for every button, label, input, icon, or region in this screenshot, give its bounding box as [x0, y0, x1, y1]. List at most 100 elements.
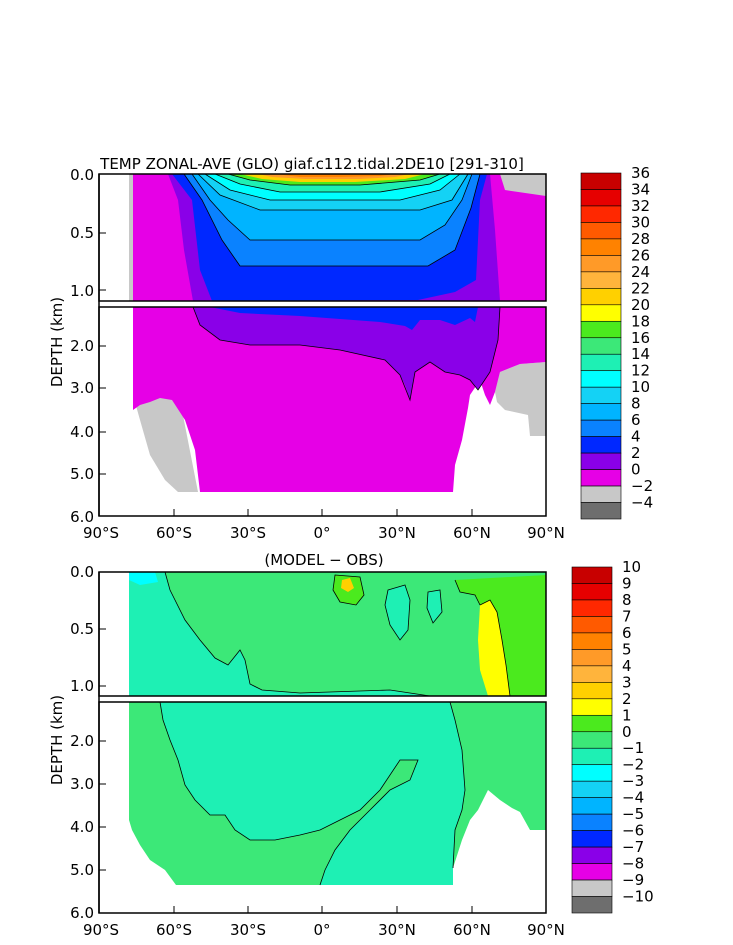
temp-y-label: 6.0 [70, 508, 94, 526]
diff-upper-section [129, 571, 546, 697]
temp-colorbar-swatch [580, 255, 622, 273]
temp-colorbar-label: 10 [631, 378, 650, 396]
diff-y-labels: 0.0 0.5 1.0 2.0 3.0 4.0 5.0 6.0 [70, 563, 94, 922]
diff-colorbar-label: 9 [622, 574, 632, 592]
diff-y-label: 0.5 [70, 620, 94, 638]
temp-colorbar-label: 36 [631, 164, 650, 182]
temp-y-label: 2.0 [70, 337, 94, 355]
diff-colorbar-swatch [571, 863, 613, 881]
diff-x-label: 90°S [83, 921, 119, 939]
diff-colorbar-swatch [571, 583, 613, 601]
diff-colorbar-label: 8 [622, 591, 632, 609]
temp-colorbar-label: −2 [631, 477, 653, 495]
diff-colorbar-label: −1 [622, 739, 644, 757]
diff-colorbar-swatch [571, 649, 613, 667]
temp-colorbar-swatch [580, 304, 622, 322]
temp-y-axis-title: DEPTH (km) [48, 297, 66, 387]
diff-panel-title: (MODEL − OBS) [264, 551, 383, 569]
temp-y-labels: 0.0 0.5 1.0 2.0 3.0 4.0 5.0 6.0 [70, 166, 94, 526]
diff-colorbar-label: −7 [622, 838, 644, 856]
temp-colorbar-swatch [580, 337, 622, 355]
diff-x-ticks [173, 906, 473, 913]
diff-colorbar-label: 4 [622, 657, 632, 675]
diff-colorbar-swatch [571, 764, 613, 782]
temp-colorbar-swatch [580, 222, 622, 240]
diff-colorbar-swatch [571, 616, 613, 634]
diff-fill-1-2-north [455, 575, 546, 696]
temp-colorbar-swatch [580, 353, 622, 372]
temp-colorbar-swatch [580, 288, 622, 306]
temp-colorbar-swatch [580, 403, 622, 421]
temp-colorbar-label: 16 [631, 329, 650, 347]
temp-x-label: 0° [313, 524, 330, 542]
temp-contour-lines-lower [192, 306, 501, 402]
diff-colorbar-label: −10 [622, 888, 654, 906]
temp-y-label: 5.0 [70, 465, 94, 483]
diff-y-label: 1.0 [70, 677, 94, 695]
temp-colorbar-swatch [580, 238, 622, 256]
temp-colorbar-label: 34 [631, 180, 650, 198]
temp-colorbar-label: 22 [631, 279, 650, 297]
diff-colorbar-label: 6 [622, 624, 632, 642]
temp-colorbar-label: 32 [631, 197, 650, 215]
temp-colorbar-swatch [580, 386, 622, 404]
temp-y-label: 1.0 [70, 282, 94, 300]
diff-y-label: 6.0 [70, 904, 94, 922]
diff-fill-m1-0-lower [160, 702, 465, 885]
diff-colorbar-swatch [571, 682, 613, 700]
diff-colorbar-swatch [571, 731, 613, 749]
diff-colorbar-label: −6 [622, 822, 644, 840]
temp-x-label: 90°S [83, 524, 119, 542]
diff-colorbar-swatch [571, 813, 613, 831]
diff-colorbar-swatch [571, 747, 613, 766]
diff-y-axis-title: DEPTH (km) [48, 695, 66, 785]
temp-colorbar-swatch [580, 485, 622, 503]
diff-colorbar-swatch [571, 780, 613, 798]
temp-y-label: 3.0 [70, 379, 94, 397]
temp-x-ticks [173, 509, 473, 516]
diff-fill-m2-m1 [129, 572, 158, 585]
diff-colorbar-label: 1 [622, 706, 632, 724]
temp-colorbar-label: 2 [631, 444, 641, 462]
temp-contour-4-6-lower [210, 307, 478, 330]
diff-y-label: 5.0 [70, 861, 94, 879]
diff-colorbar-label: −4 [622, 789, 644, 807]
diff-contour-lines-lower [159, 701, 466, 886]
diff-fill-2-3 [478, 600, 510, 696]
diff-x-label: 60°S [156, 921, 192, 939]
temp-x-label: 90°N [527, 524, 565, 542]
diff-contour-lines [164, 571, 511, 697]
diff-colorbar-label: 2 [622, 690, 632, 708]
diff-lower-section [129, 701, 546, 886]
temp-colorbar-label: 18 [631, 312, 650, 330]
diff-colorbar-label: −2 [622, 756, 644, 774]
diff-colorbar-label: −3 [622, 772, 644, 790]
temp-y-label: 0.0 [70, 166, 94, 184]
diff-colorbar-swatch [571, 879, 613, 897]
temp-colorbar-label: 30 [631, 213, 650, 231]
diff-colorbar-swatch [571, 599, 613, 617]
temp-x-label: 60°S [156, 524, 192, 542]
diff-y-label: 2.0 [70, 732, 94, 750]
temp-colorbar-label: 20 [631, 296, 650, 314]
diff-y-label: 0.0 [70, 563, 94, 581]
temp-land-lower [133, 307, 546, 492]
temp-colorbar-label: 14 [631, 345, 650, 363]
diff-colorbar-label: 5 [622, 640, 632, 658]
diff-x-label: 30°N [378, 921, 416, 939]
diff-fill-3-4 [341, 578, 354, 592]
temp-x-labels: 90°S 60°S 30°S 0° 30°N 60°N 90°N [83, 524, 565, 542]
diff-x-label: 0° [313, 921, 330, 939]
temp-y-label: 4.0 [70, 423, 94, 441]
temp-colorbar-label: 24 [631, 263, 650, 281]
diff-colorbar-label: 3 [622, 673, 632, 691]
temp-colorbar-swatch [580, 189, 622, 207]
diff-fill-m1-0 [129, 572, 430, 696]
temp-colorbar-label: 4 [631, 428, 641, 446]
diff-colorbar-swatch [571, 632, 613, 650]
diff-colorbar-label: 0 [622, 723, 632, 741]
temp-y-label: 0.5 [70, 224, 94, 242]
temp-x-label: 60°N [453, 524, 491, 542]
